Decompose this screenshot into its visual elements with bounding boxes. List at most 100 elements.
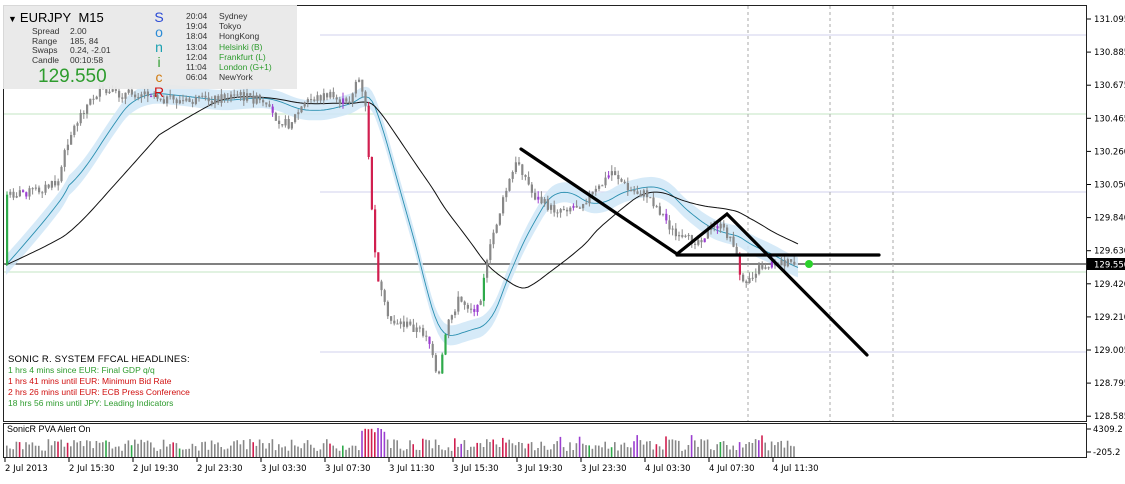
candle-body [588, 194, 591, 204]
time-axis[interactable]: 2 Jul 2013 2 Jul 15:30 2 Jul 19:30 2 Jul 23… [4, 458, 819, 474]
candle-body [646, 190, 649, 198]
volume-bar [598, 445, 600, 457]
candle-body [713, 226, 716, 228]
volume-bar [406, 449, 408, 457]
candle-body [681, 235, 684, 237]
volume-bar [393, 439, 395, 457]
volume-bar [534, 450, 536, 457]
candle-body [623, 181, 626, 183]
candle-body [479, 300, 482, 305]
volume-bar [226, 448, 229, 457]
indicator-panel[interactable] [3, 423, 1087, 458]
volume-bar [287, 450, 290, 457]
volume-bar [377, 428, 379, 457]
candle-body [18, 190, 21, 197]
candle-body [390, 316, 393, 321]
candle-body [326, 93, 329, 98]
ema-band-fill [6, 83, 798, 346]
volume-bar [380, 429, 382, 457]
volume-bar [434, 439, 437, 457]
volume-bar [431, 448, 434, 457]
volume-bar [271, 439, 274, 457]
volume-bar [649, 441, 651, 457]
volume-bar [662, 449, 664, 457]
candle-body [156, 95, 159, 99]
price-axis[interactable]: 131.095 130.885 130.675 130.465 130.260 130.0… [1087, 15, 1125, 422]
volume-bar [460, 443, 462, 457]
candle-body [585, 203, 588, 205]
candle-body [582, 204, 585, 209]
candle-body [447, 319, 450, 335]
volume-bar [252, 442, 254, 457]
volume-bar [457, 446, 459, 457]
candle-body [162, 99, 165, 104]
volume-bar [402, 450, 405, 457]
candle-body [230, 94, 233, 99]
volume-bar [153, 447, 155, 457]
candle-body [262, 100, 265, 103]
volume-bar [793, 446, 795, 457]
drawn-trendlines[interactable] [519, 147, 881, 357]
candle-body [454, 311, 457, 316]
volume-bar [498, 447, 501, 457]
dropdown-triangle-icon[interactable]: ▼ [8, 14, 17, 24]
volume-bar [694, 440, 696, 457]
candle-body [748, 278, 751, 283]
volume-bar [540, 441, 542, 457]
volume-bar [217, 442, 219, 457]
volume-bar [146, 440, 149, 457]
volume-bar [370, 428, 373, 457]
volume-bar [713, 450, 715, 457]
candle-body [562, 209, 565, 211]
symbol-header[interactable]: ▼ EURJPY M15 [8, 10, 104, 25]
volume-bar [319, 449, 322, 457]
candle-body [354, 81, 357, 94]
candle-body [358, 79, 361, 82]
candle-body [598, 185, 601, 189]
current-price-marker: 129.550 [1087, 258, 1125, 271]
time-tick-label: 3 Jul 23:30 [581, 464, 627, 474]
volume-bar [444, 450, 446, 457]
volume-bar [63, 446, 66, 457]
volume-bar [143, 442, 146, 457]
volume-bar [322, 443, 325, 457]
candle-body [188, 98, 191, 102]
session-row: 11:04 London (G+1) [186, 62, 272, 73]
candle-body [553, 205, 556, 213]
volume-bar [12, 449, 14, 457]
volume-bar [268, 443, 270, 457]
candle-body [690, 235, 693, 244]
price-tick-label: 129.210 [1094, 313, 1125, 323]
candle-body [678, 235, 681, 237]
price-tick-label: 130.675 [1094, 81, 1125, 91]
candle-body [319, 95, 322, 101]
volume-bar [415, 449, 418, 457]
candle-body [60, 166, 63, 182]
volume-bar [41, 450, 43, 457]
candle-body [15, 196, 18, 198]
candle-body [98, 87, 101, 97]
volume-bar [678, 440, 680, 457]
candle-body [47, 184, 50, 188]
session-row: 13:04 Helsinki (B) [186, 41, 263, 52]
candle-body [226, 98, 229, 100]
volume-bar [265, 448, 267, 457]
volume-bar [441, 449, 443, 457]
price-panel[interactable] [3, 5, 1087, 422]
volume-bar [150, 442, 152, 457]
volume-bar [764, 442, 766, 457]
candle-body [476, 304, 479, 312]
candle-body [719, 223, 722, 229]
volume-bar [201, 442, 203, 457]
volume-bar [15, 441, 18, 457]
candle-body [617, 175, 620, 179]
current-price-dot [805, 260, 813, 268]
volume-bar [159, 449, 162, 457]
volume-bar [543, 445, 546, 457]
volume-bar [735, 450, 738, 457]
candle-body [502, 197, 505, 214]
candle-body [607, 175, 610, 178]
price-tick-label: 130.885 [1094, 48, 1125, 58]
volume-bar [79, 441, 82, 457]
